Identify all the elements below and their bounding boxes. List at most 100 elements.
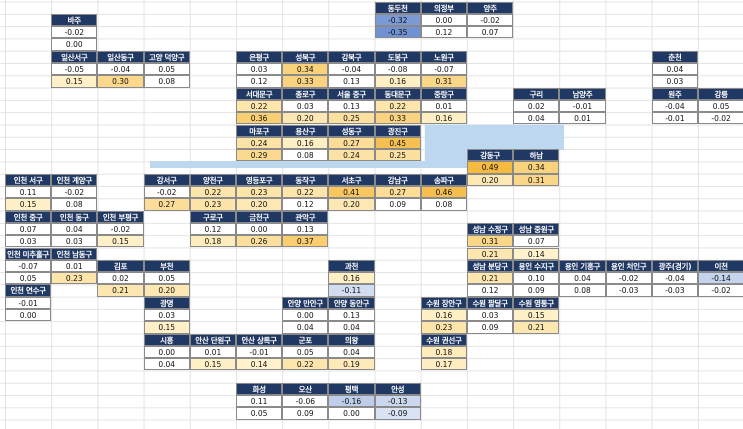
region-label: 춘천	[651, 50, 698, 63]
region-value: 0.11	[236, 395, 283, 408]
region-label: 인천 서구	[5, 173, 52, 186]
region-label: 수원 팔달구	[467, 296, 514, 309]
region-label: 인천 연수구	[5, 284, 52, 297]
region-value: -0.16	[328, 395, 375, 408]
region-label: 성북구	[282, 50, 329, 63]
region-value: 0.21	[513, 321, 560, 334]
region-label: 광명	[143, 296, 190, 309]
region-label: 고양 덕양구	[143, 50, 190, 63]
region-value: 0.23	[51, 272, 98, 285]
region-label: 성동구	[328, 124, 375, 137]
region-label: 바주	[51, 13, 98, 27]
region-value: 0.16	[374, 75, 421, 88]
region-value: 0.15	[143, 321, 190, 334]
region-label: 과천	[328, 259, 375, 273]
region-value: 0.25	[328, 112, 375, 125]
region-label: 평택	[328, 382, 375, 396]
region-value: 0.17	[420, 358, 467, 371]
region-label: 인천 동구	[51, 210, 98, 223]
region-value: -0.02	[97, 222, 144, 236]
region-value: 0.00	[143, 345, 190, 359]
region-value: 0.24	[328, 149, 375, 162]
region-value: -0.01	[5, 296, 52, 309]
region-value: 0.33	[374, 112, 421, 125]
region-value: 0.14	[513, 247, 560, 260]
river-shape	[150, 124, 564, 168]
region-value: -0.02	[51, 26, 98, 39]
region-value: 0.07	[467, 26, 514, 39]
region-value: 0.22	[374, 99, 421, 113]
region-label: 성남 중원구	[513, 222, 560, 236]
region-label: 일산서구	[51, 50, 98, 63]
region-value: 0.05	[236, 407, 283, 420]
region-label: 구리	[513, 87, 560, 100]
region-value: 0.31	[513, 173, 560, 186]
region-value: -0.01	[559, 99, 606, 113]
region-value: 0.03	[467, 309, 514, 322]
region-label: 종로구	[282, 87, 329, 100]
region-label: 시흥	[143, 333, 190, 346]
region-value: 0.27	[328, 136, 375, 150]
region-label: 강남구	[374, 173, 421, 186]
region-value: -0.35	[374, 26, 421, 39]
region-value: -0.02	[51, 186, 98, 199]
region-label: 성남 분당구	[467, 259, 514, 273]
region-value: -0.02	[467, 13, 514, 27]
region-value: -0.01	[651, 112, 698, 125]
region-value: -0.02	[698, 112, 743, 125]
region-label: 양천구	[189, 173, 236, 186]
region-value: 0.09	[374, 198, 421, 211]
region-value: -0.07	[5, 259, 52, 273]
region-value: 0.04	[559, 272, 606, 285]
region-value: -0.04	[651, 99, 698, 113]
region-value: 0.03	[236, 63, 283, 76]
region-value: -0.02	[143, 186, 190, 199]
region-label: 군포	[282, 333, 329, 346]
region-value: 0.05	[5, 272, 52, 285]
region-value: 0.13	[328, 99, 375, 113]
region-label: 인천 부평구	[97, 210, 144, 223]
region-value: 0.22	[189, 186, 236, 199]
region-label: 수원 권선구	[420, 333, 467, 346]
region-value: 0.08	[559, 284, 606, 297]
region-label: 은평구	[236, 50, 283, 63]
region-value: -0.07	[420, 63, 467, 76]
region-label: 동대문구	[374, 87, 421, 100]
region-label: 서울 중구	[328, 87, 375, 100]
region-label: 강북구	[328, 50, 375, 63]
region-value: 0.19	[328, 358, 375, 371]
region-value: 0.25	[374, 149, 421, 162]
region-label: 김포	[97, 259, 144, 273]
region-label: 안양 만안구	[282, 296, 329, 309]
region-label: 구로구	[189, 210, 236, 223]
region-value: -0.08	[374, 63, 421, 76]
region-value: 0.20	[236, 198, 283, 211]
region-value: 0.09	[513, 284, 560, 297]
region-value: 0.16	[420, 309, 467, 322]
region-value: 0.05	[282, 345, 329, 359]
region-value: 0.12	[189, 222, 236, 236]
region-label: 의정부	[420, 1, 467, 14]
region-label: 금천구	[236, 210, 283, 223]
region-value: 0.12	[236, 75, 283, 88]
region-value: 0.34	[282, 63, 329, 76]
region-value: 0.15	[97, 235, 144, 248]
region-value: 0.12	[282, 198, 329, 211]
region-value: 0.23	[420, 321, 467, 334]
region-value: 0.00	[420, 13, 467, 27]
region-label: 남양주	[559, 87, 606, 100]
region-value: 0.03	[143, 309, 190, 322]
region-value: -0.13	[374, 395, 421, 408]
region-value: 0.30	[97, 75, 144, 88]
region-label: 노원구	[420, 50, 467, 63]
region-value: 0.18	[420, 345, 467, 359]
region-label: 서대문구	[236, 87, 283, 100]
region-label: 강릉	[698, 87, 743, 100]
region-label: 용인 수지구	[513, 259, 560, 273]
region-value: 0.10	[513, 272, 560, 285]
region-label: 인천 계양구	[51, 173, 98, 186]
region-label: 강동구	[467, 149, 514, 162]
region-value: -0.32	[374, 13, 421, 27]
region-value: 0.16	[282, 136, 329, 150]
